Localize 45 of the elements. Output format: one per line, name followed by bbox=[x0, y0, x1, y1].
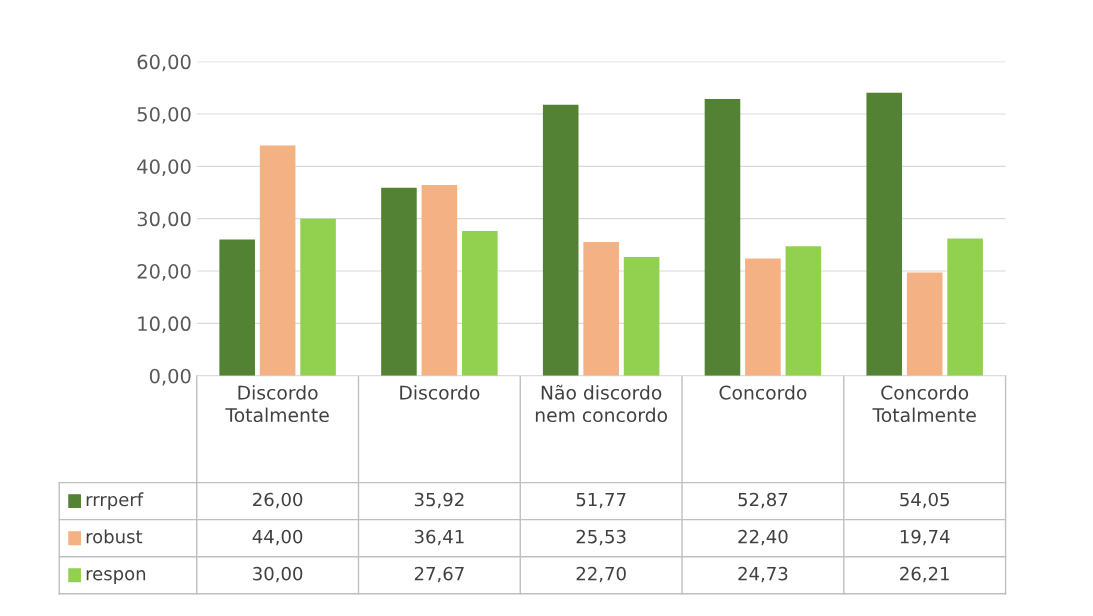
x-tick-label: Discordo Totalmente bbox=[225, 385, 329, 423]
bar bbox=[300, 218, 336, 376]
legend-label: robust bbox=[86, 529, 143, 544]
data-label: 30,00 bbox=[253, 566, 303, 583]
data-label: 26,00 bbox=[253, 492, 303, 509]
y-tick-label: 0,00 bbox=[149, 368, 191, 386]
bar bbox=[381, 187, 417, 376]
y-tick-label: 60,00 bbox=[137, 54, 191, 72]
data-label: 44,00 bbox=[252, 529, 303, 546]
bar bbox=[542, 104, 579, 376]
data-label: 19,74 bbox=[900, 529, 950, 546]
data-label: 54,05 bbox=[900, 492, 949, 509]
data-label: 24,73 bbox=[738, 566, 788, 583]
x-tick-label: Discordo bbox=[400, 385, 480, 400]
data-label: 22,70 bbox=[576, 566, 626, 583]
y-tick-label: 20,00 bbox=[137, 264, 191, 281]
bar bbox=[785, 246, 822, 376]
bar bbox=[906, 272, 943, 376]
bar bbox=[583, 242, 619, 376]
data-label: 36,41 bbox=[414, 529, 464, 546]
bar bbox=[704, 98, 741, 376]
y-tick-label: 40,00 bbox=[137, 159, 191, 176]
data-label: 26,21 bbox=[900, 566, 949, 583]
y-tick-label: 50,00 bbox=[137, 106, 191, 124]
bar bbox=[623, 256, 660, 376]
data-label: 22,40 bbox=[738, 529, 788, 546]
legend-label: rrrperf bbox=[86, 492, 144, 510]
data-label: 25,53 bbox=[576, 529, 626, 546]
bar bbox=[947, 238, 983, 376]
data-label: 51,77 bbox=[576, 492, 626, 509]
bar bbox=[259, 145, 296, 376]
bar bbox=[421, 185, 458, 376]
y-tick-label: 10,00 bbox=[138, 316, 191, 334]
x-tick-label: Não discordo nem concordo bbox=[535, 384, 668, 423]
bar bbox=[745, 258, 781, 376]
x-tick-label: Concordo Totalmente bbox=[872, 385, 976, 423]
data-label: 52,87 bbox=[738, 492, 788, 509]
x-tick-label: Concordo bbox=[719, 385, 807, 400]
bar bbox=[219, 239, 255, 376]
y-tick-label: 30,00 bbox=[137, 211, 191, 229]
bar bbox=[462, 230, 498, 376]
legend-label: respon bbox=[86, 570, 146, 584]
bar bbox=[866, 92, 903, 376]
data-label: 27,67 bbox=[414, 566, 464, 583]
data-label: 35,92 bbox=[414, 492, 464, 509]
